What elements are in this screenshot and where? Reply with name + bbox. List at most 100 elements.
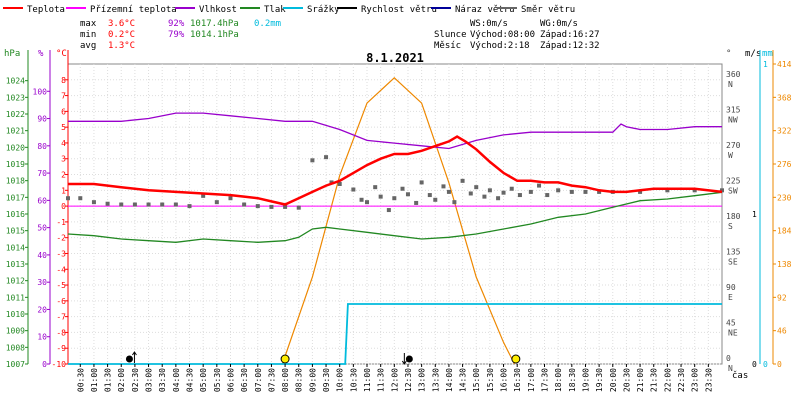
legend-label: Srážky [307,5,340,15]
x-tick-label: 03:30 [158,368,167,392]
stat-humidity: 92% [168,19,185,29]
stat-ws: WS:0m/s [470,19,508,29]
wind-direction-point [638,189,643,194]
x-tick-label: 12:30 [404,368,413,392]
temperature-axis-tick-label: -6 [56,297,66,306]
pressure-axis-tick-label: 1008 [6,343,25,352]
wind-direction-point [324,155,329,160]
x-tick-label: 12:00 [390,368,399,392]
legend: Teplota Přízemní teplota Vlhkost Tlak Srážky… [3,5,575,15]
wind-direction-point [296,205,301,210]
stat-rain: 0.2mm [254,19,281,29]
temperature-axis-tick-label: -4 [56,265,66,274]
solar-tick-label: 276 [777,160,792,169]
wind-direction-point [482,194,487,199]
wind-direction-point [160,202,165,207]
legend-label: Teplota [27,5,65,15]
x-tick-label: 07:30 [267,368,276,392]
legend-label: Přízemní teplota [90,5,177,15]
wind-direction-point [359,197,364,202]
wind-direction-point [173,202,178,207]
x-tick-label: 06:00 [226,368,235,392]
pressure-axis-tick-label: 1012 [6,277,25,286]
chart-title: 8.1.2021 [366,51,424,65]
pressure-axis-tick-label: 1016 [6,210,25,219]
sun-marker [280,354,290,364]
pressure-axis-tick-label: 1011 [6,293,25,302]
humidity-unit: % [38,49,44,59]
x-tick-label: 05:00 [199,368,208,392]
pressure-axis-tick-label: 1015 [6,227,25,236]
x-tick-label: 01:00 [90,368,99,392]
temperature-axis-tick-label: 4 [61,139,66,148]
rain-tick-label: 0 [763,360,768,369]
x-tick-label: 17:00 [527,368,536,392]
sun-rise: Východ:08:00 [470,30,535,40]
stat-label: min [80,30,96,40]
wind-direction-point [91,200,96,205]
x-tick-label: 23:30 [704,368,713,392]
wind-direction-point [119,202,124,207]
moon-set: Západ:12:32 [540,41,600,51]
stat-label: avg [80,41,96,51]
wind-direction-point [66,196,70,201]
wind-direction-point [392,196,397,201]
humidity-axis-tick-label: 40 [37,251,47,260]
direction-compass-label: NE [728,328,738,337]
solar-tick-label: 92 [777,293,787,302]
humidity-axis-tick-label: 70 [37,169,47,178]
wind-direction-point [556,188,561,193]
solar-tick-label: 138 [777,260,792,269]
solar-tick-label: 0 [777,360,782,369]
direction-compass-label: N [728,364,733,373]
direction-compass-label: N [728,80,733,89]
moon-arrow-head [401,360,407,365]
wind-direction-point [405,192,410,197]
direction-tick-label: 270 [726,141,741,150]
direction-compass-label: SW [728,186,738,195]
temperature-axis-tick-label: -8 [56,328,66,337]
wind-direction-point [214,200,219,205]
humidity-axis-tick-label: 100 [33,87,48,96]
legend-label: Směr větru [521,5,575,15]
x-tick-label: 14:00 [445,368,454,392]
solar-tick-label: 368 [777,93,792,102]
humidity-axis-tick-label: 60 [37,196,47,205]
wind-direction-point [414,200,419,205]
x-tick-label: 19:00 [581,368,590,392]
wind-direction-point [419,180,424,185]
wind-direction-point [487,188,492,193]
x-tick-label: 23:00 [691,368,700,392]
x-tick-label: 22:00 [663,368,672,392]
temperature-axis-tick-label: 8 [61,76,66,85]
stats-panel: max 3.6°C 92% 1017.4hPa 0.2mm min 0.2°C 79% 1014… [80,19,600,51]
temperature-axis-tick-label: -9 [56,344,66,353]
wind-direction-point [433,197,438,202]
plot-area [66,76,724,365]
wind-direction-point [720,188,724,193]
pressure-axis-tick-label: 1007 [6,360,25,369]
temperature-unit: °C [56,49,67,59]
x-tick-label: 03:00 [145,368,154,392]
x-tick-label: 07:00 [254,368,263,392]
wind-direction-point [446,189,451,194]
x-tick-label: 21:30 [650,368,659,392]
legend-label: Vlhkost [199,5,237,15]
solar-tick-label: 322 [777,127,792,136]
x-tick-label: 22:30 [677,368,686,392]
wind-direction-point [427,193,432,198]
direction-tick-label: 135 [726,247,741,256]
stat-wg: WG:0m/s [540,19,578,29]
pressure-axis-tick-label: 1019 [6,160,25,169]
solar-tick-label: 46 [777,327,787,336]
temperature-axis-tick-label: -2 [56,234,66,243]
x-tick-label: 11:30 [377,368,386,392]
x-tick-label: 20:30 [622,368,631,392]
temperature-axis-tick-label: 3 [61,155,66,164]
direction-tick-label: 360 [726,70,741,79]
temperature-line [68,135,723,206]
x-tick-label: 15:00 [472,368,481,392]
x-tick-label: 09:30 [322,368,331,392]
direction-tick-label: 90 [726,283,736,292]
